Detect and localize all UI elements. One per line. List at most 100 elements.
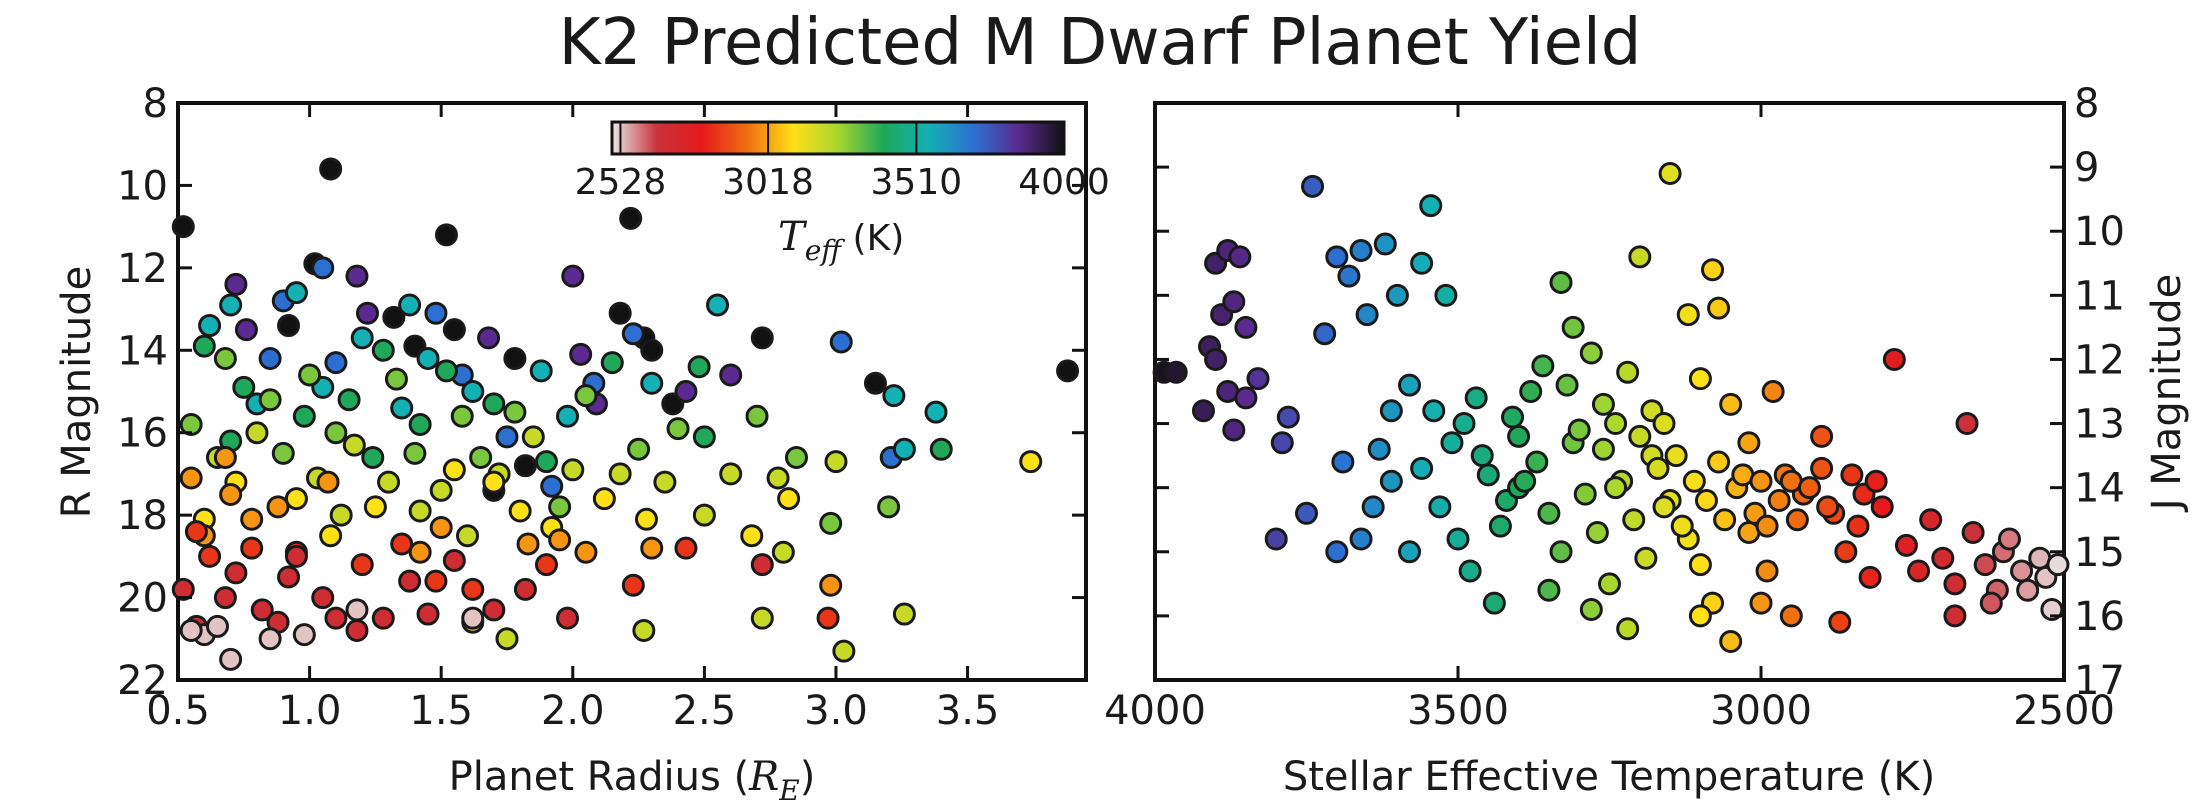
data-point bbox=[653, 470, 677, 494]
data-point bbox=[1882, 347, 1906, 371]
data-point bbox=[745, 404, 769, 428]
colorbar-gradient bbox=[610, 120, 1066, 156]
data-point bbox=[516, 532, 540, 556]
data-point bbox=[750, 553, 774, 577]
data-point bbox=[750, 326, 774, 350]
colorbar: 2528 3018 3510 4000 Teff (K) bbox=[575, 120, 1110, 267]
data-point bbox=[619, 206, 643, 230]
y-tick-label: 14 bbox=[2074, 466, 2125, 512]
data-point bbox=[319, 157, 343, 181]
data-point bbox=[1713, 508, 1737, 532]
data-point bbox=[450, 404, 474, 428]
data-point bbox=[1810, 424, 1834, 448]
data-point bbox=[503, 347, 527, 371]
data-point bbox=[1604, 412, 1628, 436]
data-point bbox=[508, 499, 532, 523]
data-point bbox=[674, 380, 698, 403]
data-point bbox=[892, 602, 916, 626]
data-point bbox=[390, 396, 414, 420]
y-tick-label: 13 bbox=[2074, 402, 2125, 448]
data-point bbox=[1410, 456, 1434, 480]
data-point bbox=[171, 577, 195, 601]
data-point bbox=[574, 540, 598, 564]
data-point bbox=[621, 322, 645, 346]
data-point bbox=[766, 466, 790, 490]
data-point bbox=[284, 281, 308, 305]
data-point bbox=[1858, 565, 1882, 589]
y-tick-label: 10 bbox=[2074, 209, 2125, 255]
data-point bbox=[632, 619, 656, 643]
data-point bbox=[316, 470, 340, 494]
data-point bbox=[1622, 508, 1646, 532]
data-point bbox=[1749, 591, 1773, 615]
data-point bbox=[1719, 630, 1743, 654]
data-point bbox=[829, 330, 853, 354]
data-point bbox=[503, 400, 527, 424]
data-point bbox=[1598, 572, 1621, 596]
data-point bbox=[284, 487, 308, 511]
data-point bbox=[482, 392, 506, 416]
left-x-axis-label-close: ) bbox=[800, 754, 816, 800]
data-point bbox=[1664, 444, 1688, 468]
data-point bbox=[213, 586, 237, 610]
y-tick-label: 18 bbox=[117, 493, 168, 539]
data-point bbox=[311, 256, 335, 280]
data-point bbox=[1604, 476, 1628, 500]
left-x-axis-label: Planet Radius (RE) bbox=[449, 754, 816, 800]
data-point bbox=[640, 338, 664, 362]
y-tick-label: 8 bbox=[143, 81, 168, 127]
data-point bbox=[1537, 501, 1561, 525]
data-point bbox=[674, 536, 698, 560]
data-point bbox=[219, 293, 243, 317]
data-point bbox=[324, 421, 348, 445]
data-point bbox=[461, 606, 485, 630]
data-point bbox=[1525, 450, 1549, 474]
data-point bbox=[240, 507, 264, 531]
data-point bbox=[882, 384, 906, 408]
data-point bbox=[324, 606, 348, 630]
data-point bbox=[1549, 540, 1573, 564]
data-point bbox=[434, 223, 458, 247]
data-point bbox=[1646, 456, 1670, 480]
data-point bbox=[627, 437, 651, 461]
x-tick-label: 3500 bbox=[1407, 688, 1509, 734]
data-point bbox=[198, 544, 222, 568]
data-point bbox=[319, 524, 343, 548]
data-point bbox=[424, 569, 448, 593]
data-point bbox=[408, 499, 432, 523]
colorbar-tick-label: 3510 bbox=[871, 162, 963, 203]
data-point bbox=[819, 573, 843, 597]
data-point bbox=[1246, 367, 1270, 391]
data-point bbox=[1458, 559, 1482, 583]
data-point bbox=[292, 404, 316, 428]
data-point bbox=[1513, 469, 1537, 493]
y-tick-label: 22 bbox=[117, 658, 168, 704]
data-point bbox=[1373, 232, 1397, 256]
data-point bbox=[1379, 399, 1403, 423]
left-x-axis-label-subscript: E bbox=[778, 774, 799, 800]
data-point bbox=[355, 301, 379, 325]
data-point bbox=[324, 351, 348, 375]
data-point bbox=[1737, 431, 1761, 455]
y-tick-label: 12 bbox=[117, 246, 168, 292]
data-point bbox=[1834, 540, 1858, 564]
data-point bbox=[1707, 450, 1731, 474]
data-point bbox=[390, 532, 414, 556]
data-point bbox=[461, 380, 485, 403]
data-point bbox=[403, 441, 427, 465]
data-point bbox=[1616, 617, 1640, 641]
x-tick-label: 4000 bbox=[1104, 688, 1206, 734]
data-point bbox=[1816, 495, 1840, 519]
data-point bbox=[1398, 373, 1422, 397]
data-point bbox=[179, 412, 203, 436]
data-point bbox=[1688, 553, 1712, 577]
data-point bbox=[556, 404, 580, 428]
x-tick-label: 3000 bbox=[1710, 688, 1812, 734]
y-tick-label: 9 bbox=[2074, 145, 2099, 191]
data-point bbox=[574, 384, 598, 408]
data-point bbox=[408, 412, 432, 436]
data-point bbox=[1482, 591, 1506, 615]
data-point bbox=[461, 577, 485, 601]
data-point bbox=[692, 425, 716, 449]
colorbar-label-unit: (K) bbox=[841, 218, 904, 259]
